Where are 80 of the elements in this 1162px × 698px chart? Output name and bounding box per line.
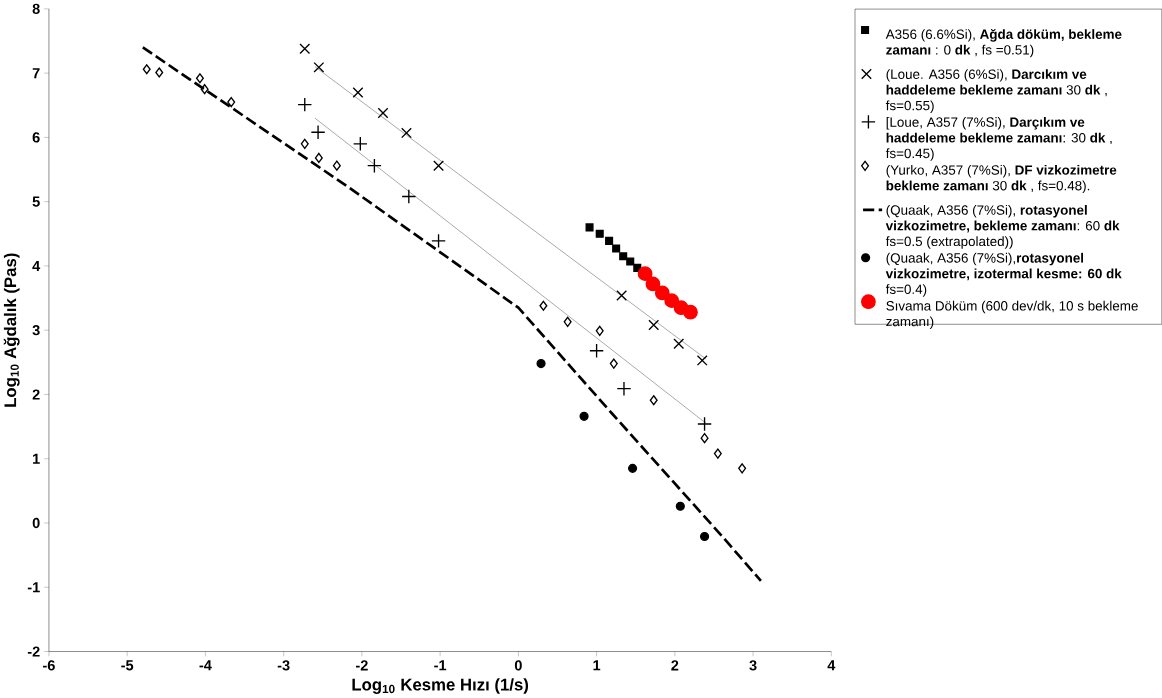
x-tick-label: 2 [671, 660, 679, 671]
point [299, 43, 311, 55]
point [200, 84, 209, 95]
x-tick-label: 1 [593, 660, 601, 671]
y-tick-label: 8 [32, 3, 40, 15]
point [310, 125, 326, 140]
point [595, 325, 604, 337]
point [675, 501, 685, 512]
line-series [141, 46, 763, 583]
point [332, 160, 341, 171]
point [539, 300, 548, 312]
point [314, 152, 323, 164]
point [628, 463, 638, 474]
x-tick-label: 0 [514, 660, 522, 671]
point [619, 252, 628, 261]
y-tick-label: -1 [27, 582, 40, 593]
y-tick-label: -2 [27, 646, 40, 657]
y-tick-label: 4 [32, 261, 41, 272]
y-axis-title: Log$_{10}$ Ağdalık (Pas) [3, 253, 20, 407]
point [585, 223, 594, 232]
text: (Yurko, A357 (7%Si), DF vizkozimetre bekleme zamanı 30 dk , fs=0.48). [886, 165, 1117, 194]
point [654, 285, 670, 301]
y-tick-label: 1 [33, 453, 40, 464]
point [616, 290, 628, 302]
point [377, 107, 389, 119]
point [738, 463, 747, 474]
x-tick-label: -3 [277, 660, 290, 671]
point [431, 233, 446, 249]
text: A356 (6.6%Si), Ağda döküm, bekleme zamanı : 0 dk , fs =0.51) [885, 29, 1122, 58]
x-tick-label: -1 [434, 660, 447, 671]
point [579, 411, 589, 422]
x-tick-label: -2 [355, 660, 368, 671]
point [352, 136, 368, 152]
legend-label: (Quaak, A356 (7%Si),rotasyonel vizkozimetre, izotermal kesme: 60 dk fs=0.4) [885, 253, 1122, 297]
point [699, 532, 710, 542]
point [227, 97, 236, 108]
point [616, 381, 632, 397]
point [589, 343, 604, 359]
point [352, 87, 364, 98]
y-tick-label: 3 [32, 325, 40, 336]
text: [Loue, A357 (7%Si), Darçıkım ve haddeleme bekleme zamanı: 30 dk , fs=0.45) [885, 117, 1112, 161]
point [595, 229, 604, 238]
point [300, 138, 309, 150]
x-tick-label: 3 [749, 660, 757, 671]
point [648, 319, 660, 331]
x-tick-label: -4 [199, 660, 212, 671]
x-tick-label: -6 [43, 660, 55, 671]
point [626, 257, 635, 266]
point [401, 127, 412, 139]
point [195, 73, 204, 84]
point [637, 266, 653, 282]
point [673, 338, 685, 350]
point [401, 189, 417, 205]
point [713, 448, 722, 459]
point [536, 359, 546, 369]
point [612, 244, 621, 253]
x-axis-title: Log$_{10}$ Kesme Hızı (1/s) [352, 678, 529, 695]
text: (Quaak, A356 (7%Si), rotasyonel vizkozimetre, bekleme zamanı: 60 dk fs=0.5 (extrapolated)) [885, 205, 1120, 249]
point [605, 237, 614, 246]
x-tick-label: 4 [827, 660, 836, 671]
y-tick-label: 5 [32, 196, 40, 207]
point [696, 355, 708, 366]
point [649, 395, 658, 406]
point [645, 276, 661, 292]
text: (Loue. A356 (6%Si), Darcıkım ve haddeleme bekleme zamanı 30 dk , fs=0.55) [885, 69, 1107, 114]
y-tick-label: 2 [32, 389, 40, 400]
point [142, 64, 151, 75]
y-tick-label: 7 [32, 68, 40, 79]
point [367, 158, 382, 174]
point [563, 316, 572, 328]
point [683, 305, 698, 320]
y-tick-label: 0 [32, 518, 40, 529]
point [297, 97, 313, 113]
y-tick-label: 6 [32, 132, 40, 143]
point [155, 67, 164, 78]
x-tick-label: -5 [121, 660, 134, 671]
point [609, 358, 618, 369]
point [433, 160, 444, 172]
legend-label: Sıvama Döküm (600 dev/dk, 10 s bekleme zamanı) [886, 300, 1138, 330]
point [313, 62, 325, 73]
